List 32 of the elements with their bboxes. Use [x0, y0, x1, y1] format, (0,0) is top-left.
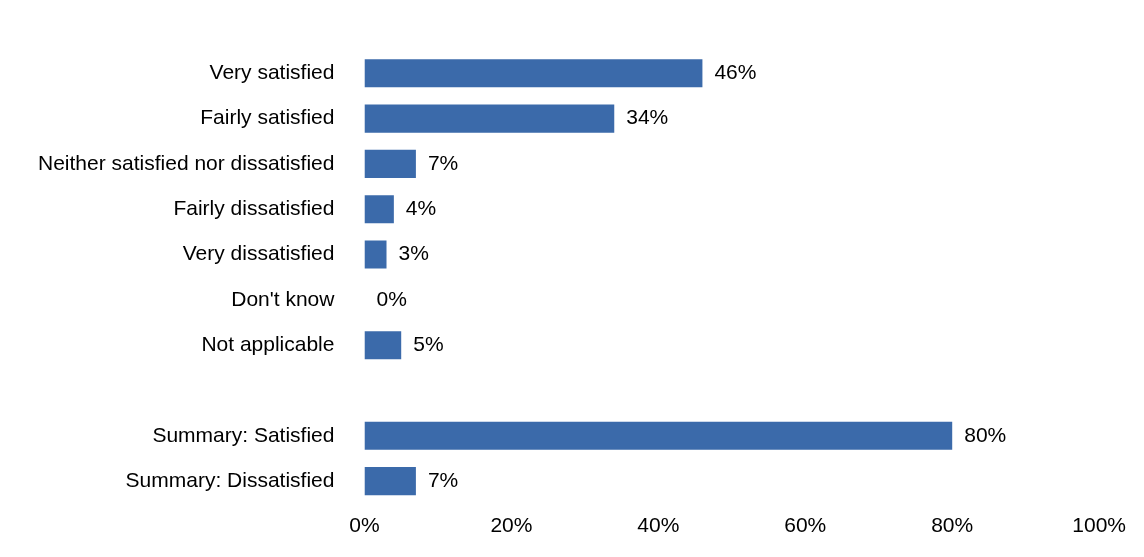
y-tick-label: Not applicable — [201, 331, 335, 355]
data-label: 7% — [427, 150, 459, 174]
y-tick-label: Neither satisfied nor dissatisfied — [37, 150, 335, 174]
data-label: 3% — [398, 241, 429, 265]
x-tick-label: 100% — [1072, 513, 1126, 537]
x-tick-label: 60% — [784, 513, 827, 537]
bar — [364, 421, 953, 450]
x-tick-label: 40% — [637, 513, 680, 537]
data-label: 5% — [413, 331, 444, 355]
bar — [364, 149, 416, 178]
data-label: 4% — [405, 196, 437, 220]
y-tick-label: Fairly satisfied — [200, 105, 335, 129]
y-tick-label: Very satisfied — [209, 60, 335, 84]
y-tick-label: Don't know — [231, 286, 336, 310]
bar — [364, 195, 394, 224]
bar — [364, 59, 703, 88]
y-tick-label: Summary: Satisfied — [152, 422, 335, 446]
data-label: 46% — [714, 60, 757, 84]
bar — [364, 467, 416, 496]
x-tick-label: 20% — [490, 513, 533, 537]
y-tick-label: Summary: Dissatisfied — [125, 467, 335, 491]
x-tick-label: 0% — [349, 513, 380, 537]
bar — [364, 104, 615, 133]
x-tick-label: 80% — [931, 513, 974, 537]
data-label: 7% — [427, 467, 459, 491]
y-tick-label: Fairly dissatisfied — [173, 196, 335, 220]
bar — [364, 240, 387, 269]
data-label: 80% — [964, 422, 1007, 446]
data-label: 0% — [376, 286, 407, 310]
data-label: 34% — [626, 105, 669, 129]
y-tick-label: Very dissatisfied — [182, 241, 335, 265]
bar — [364, 331, 402, 360]
